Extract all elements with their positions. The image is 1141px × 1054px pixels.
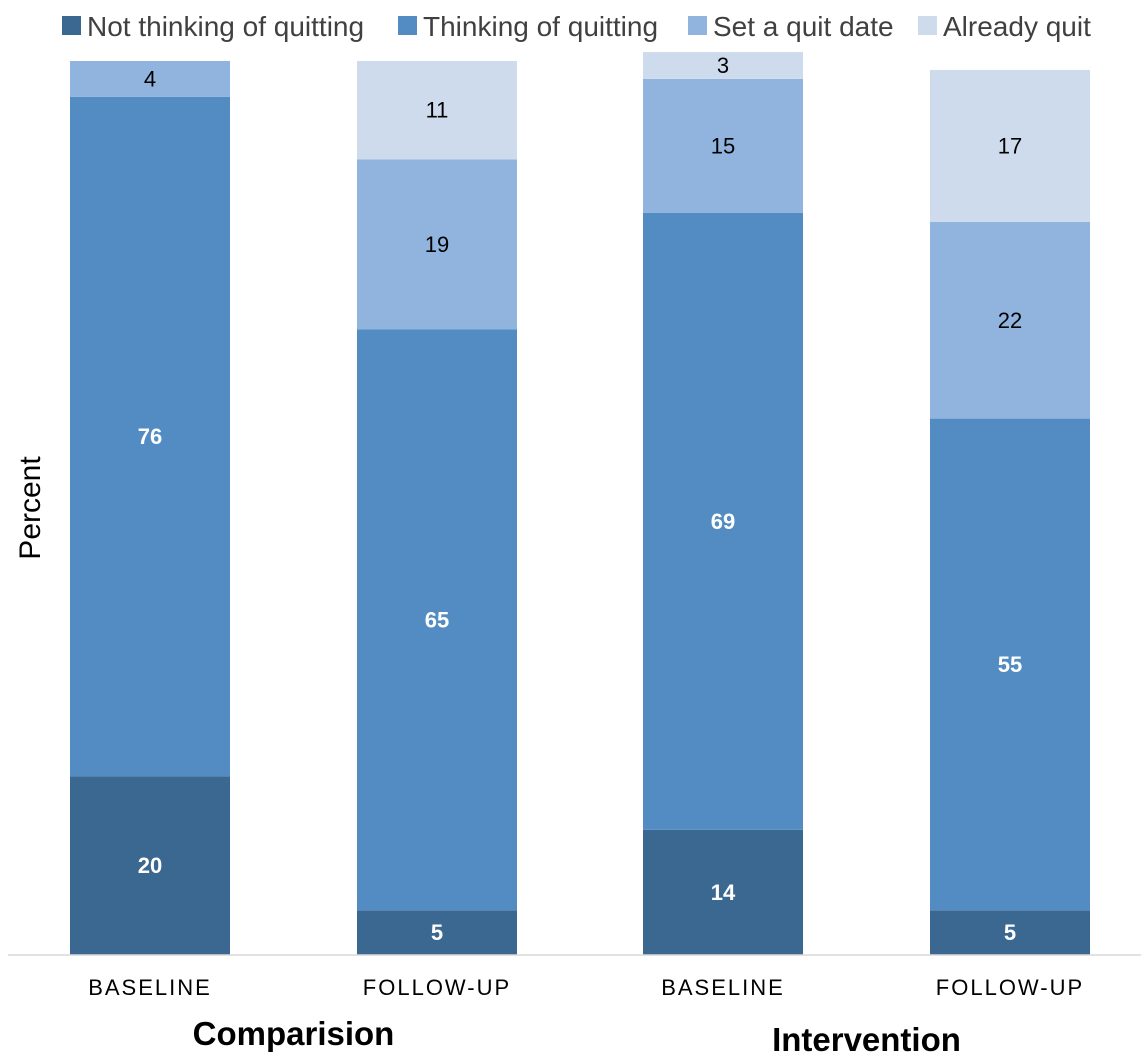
data-label-not-thinking-of-quitting: 5 <box>1004 920 1016 945</box>
category-label: FOLLOW-UP <box>936 975 1084 1000</box>
bar-segment-set-a-quit-date <box>70 61 230 97</box>
data-label-thinking-of-quitting: 76 <box>138 424 162 449</box>
data-label-set-a-quit-date: 15 <box>711 133 735 158</box>
legend-swatch <box>918 16 937 35</box>
bar-segment-thinking-of-quitting <box>930 418 1090 911</box>
data-label-already-quit: 3 <box>717 53 729 78</box>
bar-segment-thinking-of-quitting <box>357 329 517 911</box>
bar-segment-set-a-quit-date <box>357 159 517 330</box>
bar-segment-not-thinking-of-quitting <box>643 829 803 955</box>
bar-baseline-3: 14 69 15 3 <box>643 52 803 955</box>
bar-segment-not-thinking-of-quitting <box>70 776 230 955</box>
data-label-thinking-of-quitting: 65 <box>425 607 449 632</box>
data-label-not-thinking-of-quitting: 20 <box>138 853 162 878</box>
bar-segment-thinking-of-quitting <box>643 212 803 830</box>
data-label-not-thinking-of-quitting: 14 <box>711 880 736 905</box>
legend-item-thinking-of-quitting: Thinking of quitting <box>398 11 658 42</box>
bar-segment-set-a-quit-date <box>643 78 803 213</box>
category-labels: BASELINE FOLLOW-UP BASELINE FOLLOW-UP <box>88 975 1084 1000</box>
legend-label: Not thinking of quitting <box>87 11 364 42</box>
data-label-set-a-quit-date: 22 <box>998 308 1022 333</box>
legend-item-not-thinking-of-quitting: Not thinking of quitting <box>62 11 364 42</box>
data-label-set-a-quit-date: 19 <box>425 232 449 257</box>
data-label-set-a-quit-date: 4 <box>144 66 156 91</box>
group-label-comparision: Comparision <box>193 1015 395 1052</box>
bar-segment-already-quit <box>643 52 803 79</box>
data-label-already-quit: 17 <box>998 133 1022 158</box>
category-label: BASELINE <box>661 975 785 1000</box>
legend-item-set-a-quit-date: Set a quit date <box>688 11 894 42</box>
legend-swatch <box>62 16 81 35</box>
data-label-thinking-of-quitting: 69 <box>711 509 735 534</box>
bar-baseline-1: 20 76 4 <box>70 61 230 955</box>
bar-segment-set-a-quit-date <box>930 221 1090 419</box>
legend-label: Set a quit date <box>713 11 894 42</box>
data-label-not-thinking-of-quitting: 5 <box>431 920 443 945</box>
group-labels: Comparision Intervention <box>193 1015 961 1054</box>
bar-segment-thinking-of-quitting <box>70 96 230 777</box>
bar-segment-not-thinking-of-quitting <box>930 910 1090 955</box>
bar-segment-already-quit <box>357 61 517 160</box>
category-label: BASELINE <box>88 975 212 1000</box>
legend-label: Already quit <box>943 11 1091 42</box>
legend-swatch <box>688 16 707 35</box>
y-axis-label: Percent <box>14 456 47 560</box>
bar-segment-not-thinking-of-quitting <box>357 910 517 955</box>
data-label-thinking-of-quitting: 55 <box>998 652 1022 677</box>
legend: Not thinking of quitting Thinking of quit… <box>62 11 1091 42</box>
category-label: FOLLOW-UP <box>363 975 511 1000</box>
bar-follow-up-2: 5 65 19 11 <box>357 61 517 955</box>
bar-segment-already-quit <box>930 69 1090 222</box>
legend-item-already-quit: Already quit <box>918 11 1091 42</box>
data-label-already-quit: 11 <box>426 98 449 123</box>
group-label-intervention: Intervention <box>772 1021 961 1054</box>
legend-label: Thinking of quitting <box>423 11 658 42</box>
legend-swatch <box>398 16 417 35</box>
